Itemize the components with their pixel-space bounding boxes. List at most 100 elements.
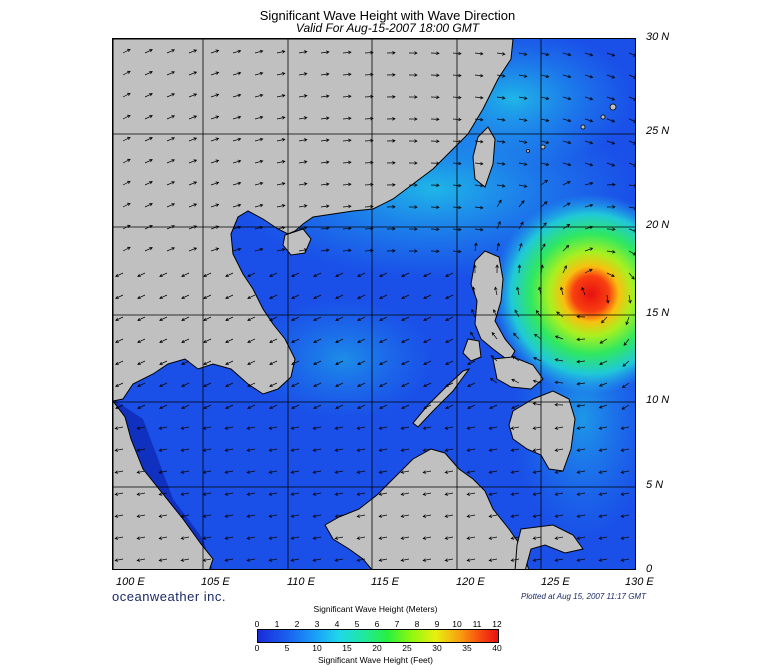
wave-direction-arrow (159, 338, 168, 343)
wave-direction-arrow (491, 332, 498, 340)
wave-direction-arrow (584, 52, 594, 57)
wave-direction-arrow (291, 294, 300, 299)
wave-direction-arrow (386, 51, 396, 55)
wave-direction-arrow (246, 448, 256, 452)
wave-direction-arrow (144, 71, 153, 76)
wave-direction-arrow (247, 316, 256, 321)
wave-direction-arrow (254, 137, 264, 142)
wave-direction-arrow (474, 183, 484, 188)
wave-direction-arrow (408, 183, 418, 187)
wave-direction-arrow (533, 357, 542, 362)
wave-direction-arrow (423, 272, 432, 277)
wave-direction-arrow (356, 448, 366, 452)
wave-direction-arrow (496, 74, 506, 78)
wave-direction-arrow (445, 338, 454, 343)
wave-direction-arrow (247, 294, 256, 299)
wave-direction-arrow (364, 72, 374, 77)
wave-direction-arrow (232, 137, 242, 142)
wave-direction-arrow (188, 93, 198, 98)
land-mindoro (462, 338, 482, 362)
wave-direction-arrow (232, 115, 242, 120)
wave-direction-arrow (606, 227, 616, 231)
wave-direction-arrow (401, 272, 410, 277)
wave-direction-arrow (159, 404, 168, 409)
wave-direction-arrow (166, 115, 176, 120)
wave-direction-arrow (320, 160, 330, 164)
wave-direction-arrow (584, 247, 594, 252)
wave-direction-arrow (232, 93, 242, 98)
wave-direction-arrow (386, 205, 396, 209)
wave-direction-arrow (516, 286, 520, 296)
wave-direction-arrow (158, 492, 168, 496)
wave-direction-arrow (225, 294, 234, 299)
wave-direction-arrow (291, 272, 300, 277)
legend-meters-tick: 11 (472, 619, 482, 629)
wave-direction-arrow (276, 116, 286, 120)
wave-direction-arrows (114, 48, 635, 562)
wave-direction-arrow (364, 248, 374, 253)
wave-direction-arrow (290, 558, 300, 562)
wave-direction-arrow (496, 242, 500, 252)
wave-direction-arrow (224, 558, 234, 562)
wave-direction-arrow (335, 338, 344, 343)
wave-direction-arrow (620, 448, 630, 452)
wave-direction-arrow (540, 118, 550, 122)
wave-direction-arrow (598, 470, 608, 474)
wave-direction-arrow (313, 294, 322, 299)
wave-direction-arrow (554, 536, 564, 540)
wave-direction-arrow (466, 514, 476, 518)
wave-direction-arrow (210, 115, 220, 120)
wave-direction-arrow (122, 224, 131, 230)
wave-direction-arrow (342, 226, 352, 231)
wave-direction-arrow (518, 52, 528, 56)
wave-direction-arrow (232, 49, 242, 54)
wave-direction-arrow (628, 96, 635, 101)
wave-direction-arrow (554, 514, 564, 518)
wave-direction-arrow (445, 382, 454, 387)
lat-label-25n: 25 N (646, 125, 670, 137)
wave-direction-arrow (408, 161, 418, 165)
wave-direction-arrow (584, 118, 594, 123)
land-mainland-asia (113, 39, 514, 402)
wave-direction-arrow (510, 470, 520, 474)
wave-direction-arrow (291, 316, 300, 321)
wave-direction-arrow (554, 558, 564, 562)
wave-direction-arrow (532, 470, 542, 474)
wave-direction-arrow (378, 426, 388, 430)
wave-direction-arrow (320, 138, 330, 142)
wave-direction-arrow (181, 338, 190, 343)
map-canvas (113, 39, 635, 569)
wave-direction-arrow (114, 492, 124, 496)
wave-direction-arrow (247, 382, 256, 387)
wave-direction-arrow (166, 203, 176, 208)
wave-direction-arrow (584, 225, 594, 230)
wave-direction-arrow (247, 338, 256, 343)
wave-direction-arrow (247, 360, 256, 365)
wave-height-map[interactable] (112, 38, 636, 570)
wave-direction-arrow (540, 179, 549, 186)
wave-direction-arrow (202, 470, 212, 474)
wave-direction-arrow (320, 72, 330, 76)
lon-label-115e: 115 E (371, 576, 399, 588)
map-subtitle: Valid For Aug-15-2007 18:00 GMT (295, 21, 480, 35)
wave-direction-arrow (159, 316, 168, 321)
wave-direction-arrow (379, 294, 388, 299)
wave-direction-arrow (269, 382, 278, 387)
wave-direction-arrow (320, 50, 330, 54)
wave-direction-arrow (202, 558, 212, 562)
wave-direction-arrow (334, 448, 344, 452)
wave-direction-arrow (496, 96, 506, 100)
wave-direction-arrow (554, 426, 564, 430)
wave-direction-arrow (115, 316, 124, 321)
wave-direction-arrow (246, 558, 256, 562)
wave-direction-arrow (115, 404, 124, 409)
wave-direction-arrow (269, 338, 278, 343)
wave-direction-arrow (188, 247, 198, 252)
wave-direction-arrow (224, 448, 234, 452)
wave-direction-arrow (474, 227, 484, 232)
wave-direction-arrow (291, 360, 300, 365)
wave-direction-arrow (247, 272, 256, 277)
legend-meters-tick: 2 (294, 619, 300, 629)
wave-direction-arrow (342, 182, 352, 187)
wave-direction-arrow (540, 162, 550, 166)
